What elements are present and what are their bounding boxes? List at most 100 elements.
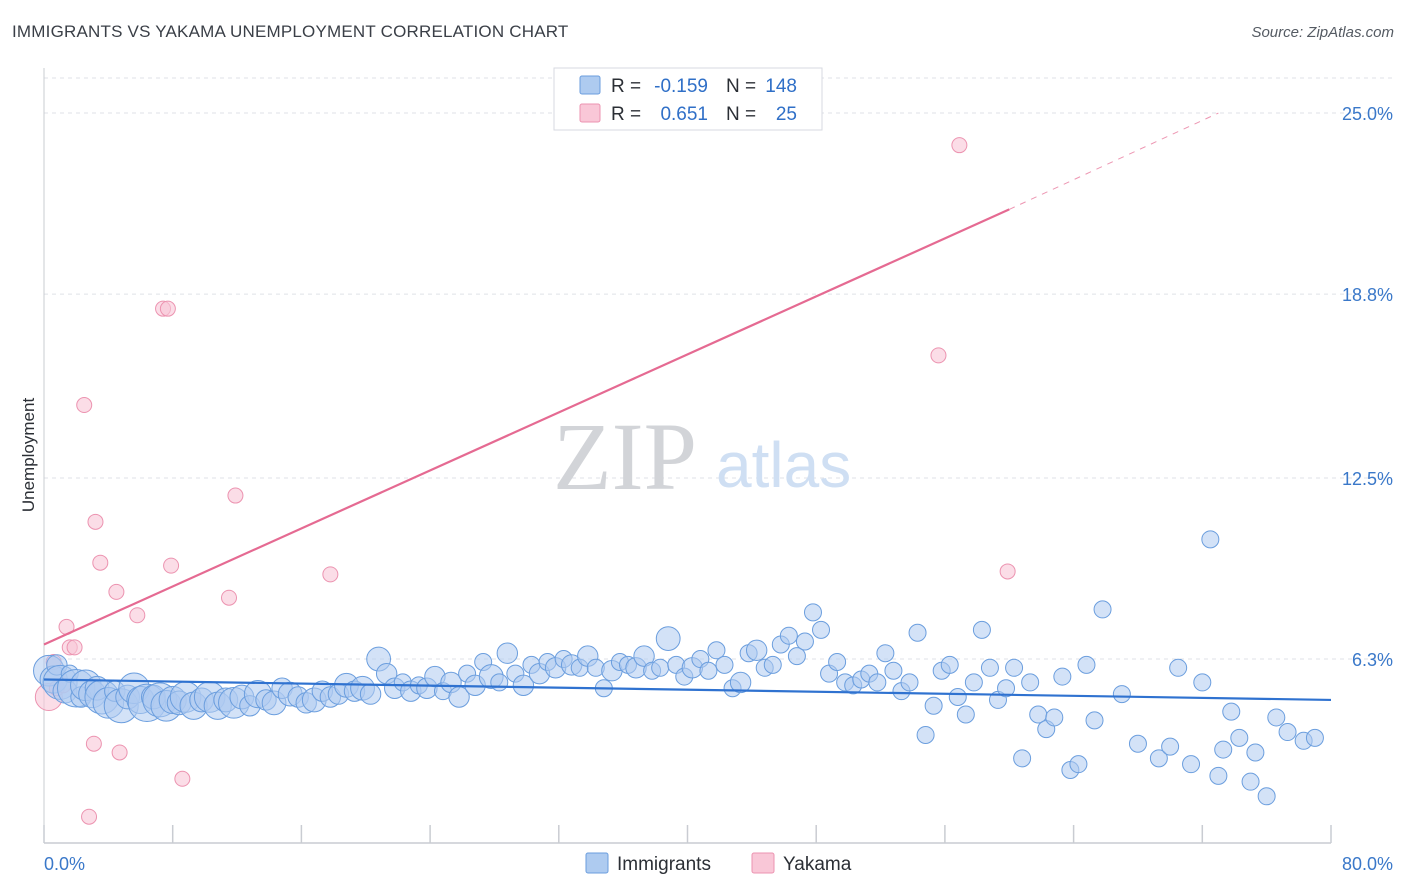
immigrants-point	[1241, 772, 1260, 791]
x-tick-label: 0.0%	[44, 854, 85, 874]
immigrants-point	[1257, 787, 1276, 806]
yakama-point	[930, 347, 947, 364]
immigrants-point	[699, 661, 718, 680]
immigrants-point	[972, 620, 991, 639]
y-tick-label: 18.8%	[1342, 285, 1393, 305]
y-axis-title: Unemployment	[19, 398, 38, 513]
stats-r-value: -0.159	[654, 76, 708, 97]
immigrants-point	[1013, 749, 1032, 768]
immigrants-point	[1077, 655, 1096, 674]
source-label: Source: ZipAtlas.com	[1251, 24, 1394, 41]
x-tick-label: 80.0%	[1342, 854, 1393, 874]
immigrants-point	[1045, 708, 1064, 727]
tick-labels: 6.3% 12.5% 18.8% 25.0% 0.0% 80.0%	[44, 104, 1393, 874]
immigrants-point	[1128, 734, 1147, 753]
immigrants-point	[964, 673, 983, 692]
immigrants-point	[779, 626, 798, 645]
immigrants-point	[868, 673, 887, 692]
series-legend: Immigrants Yakama	[585, 852, 852, 875]
yakama-point	[66, 639, 83, 656]
immigrants-point	[1053, 667, 1072, 686]
immigrants-swatch-icon	[579, 75, 601, 95]
yakama-legend-icon	[751, 852, 775, 874]
yakama-point	[174, 770, 191, 787]
immigrants-point	[803, 603, 822, 622]
immigrants-point	[884, 661, 903, 680]
stats-n-value: 25	[776, 104, 797, 125]
immigrants-point	[795, 632, 814, 651]
y-tick-label: 6.3%	[1352, 650, 1393, 670]
watermark-zip: ZIP	[553, 403, 697, 510]
yakama-point	[129, 607, 146, 624]
immigrants-point	[1278, 723, 1297, 742]
immigrants-point	[1182, 755, 1201, 774]
immigrants-point	[812, 620, 831, 639]
immigrants-point	[1305, 728, 1324, 747]
immigrants-point	[707, 641, 726, 660]
immigrants-point	[1209, 766, 1228, 785]
immigrants-point	[924, 696, 943, 715]
immigrants-point	[651, 658, 670, 677]
immigrants-point	[1230, 728, 1249, 747]
immigrants-point	[1085, 711, 1104, 730]
yakama-point	[108, 583, 125, 600]
yakama-point	[221, 589, 238, 606]
immigrants-point	[828, 652, 847, 671]
yakama-swatch-icon	[579, 103, 601, 123]
immigrants-point	[940, 655, 959, 674]
immigrants-point	[490, 673, 509, 692]
immigrants-point	[956, 705, 975, 724]
immigrants-point	[763, 655, 782, 674]
immigrants-point	[1161, 737, 1180, 756]
stats-n-value: 148	[765, 76, 797, 97]
stats-r-value: 0.651	[660, 104, 708, 125]
stats-n-label: N =	[726, 76, 756, 97]
yakama-trend-line	[43, 208, 1010, 646]
immigrants-point	[916, 725, 935, 744]
immigrants-point	[1246, 743, 1265, 762]
watermark: ZIP atlas	[553, 403, 851, 510]
immigrants-point	[1021, 673, 1040, 692]
immigrants-point	[1169, 658, 1188, 677]
immigrants-point	[359, 683, 382, 705]
immigrants-point	[655, 626, 681, 652]
immigrants-point	[1201, 530, 1220, 549]
gridlines	[44, 77, 1392, 660]
yakama-point	[227, 487, 244, 504]
stats-legend: R = -0.159 N = 148 R = 0.651 N = 25	[553, 67, 823, 131]
immigrants-point	[997, 679, 1016, 698]
yakama-point	[951, 137, 968, 154]
yakama-point	[76, 397, 93, 414]
immigrants-point	[512, 674, 535, 697]
yakama-point	[85, 735, 102, 752]
immigrants-point	[1112, 685, 1131, 704]
trend-lines	[43, 112, 1332, 702]
chart-title: IMMIGRANTS VS YAKAMA UNEMPLOYMENT CORREL…	[12, 22, 569, 41]
immigrants-point	[496, 642, 519, 664]
immigrants-point	[729, 671, 752, 694]
yakama-point	[87, 513, 104, 530]
immigrants-point	[908, 623, 927, 642]
yakama-trend-extension	[1009, 112, 1219, 210]
yakama-point	[322, 566, 339, 583]
immigrants-point	[1149, 749, 1168, 768]
stats-r-label: R =	[611, 76, 641, 97]
immigrants-point	[1069, 755, 1088, 774]
immigrants-point	[715, 655, 734, 674]
immigrants-point	[1093, 600, 1112, 619]
y-tick-label: 25.0%	[1342, 104, 1393, 124]
legend-yakama: Yakama	[783, 854, 852, 875]
immigrants-point	[1193, 673, 1212, 692]
immigrants-point	[745, 639, 768, 661]
immigrants-point	[787, 647, 806, 666]
immigrants-point	[1222, 702, 1241, 721]
immigrants-point	[876, 644, 895, 663]
axes	[43, 68, 1332, 844]
y-tick-label: 12.5%	[1342, 469, 1393, 489]
immigrants-point	[1267, 708, 1286, 727]
immigrants-points	[33, 530, 1324, 806]
immigrants-point	[1214, 740, 1233, 759]
stats-r-label: R =	[611, 104, 641, 125]
yakama-point	[999, 563, 1016, 580]
